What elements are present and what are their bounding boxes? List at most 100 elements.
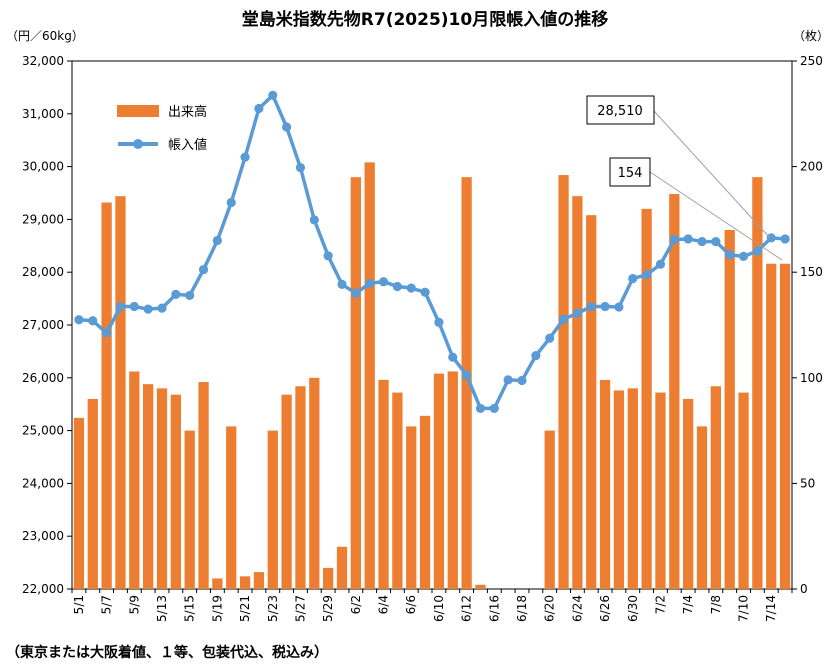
x-tick-label: 5/9 bbox=[127, 595, 141, 614]
volume-bar bbox=[239, 576, 251, 589]
right-tick-label: 250 bbox=[800, 54, 823, 68]
price-point bbox=[212, 235, 222, 246]
price-point bbox=[378, 277, 389, 287]
price-series-line bbox=[78, 93, 786, 411]
price-point bbox=[198, 264, 209, 275]
volume-bar bbox=[696, 426, 708, 589]
x-tick-label: 7/14 bbox=[764, 595, 778, 622]
callout-volume-text: 154 bbox=[618, 166, 643, 181]
legend-swatch-price-marker bbox=[133, 139, 143, 149]
left-tick-label: 26,000 bbox=[22, 371, 64, 385]
volume-bar bbox=[323, 567, 334, 589]
legend-swatch-volume bbox=[117, 105, 159, 117]
price-point bbox=[88, 316, 98, 326]
volume-bar bbox=[572, 196, 583, 590]
price-point bbox=[766, 233, 776, 243]
x-tick-label: 6/16 bbox=[487, 595, 501, 622]
volume-bar bbox=[267, 430, 278, 589]
volume-bar bbox=[641, 208, 652, 589]
volume-bar bbox=[115, 196, 126, 590]
legend-label-price: 帳入値 bbox=[168, 137, 207, 153]
left-axis-unit: （円／60kg） bbox=[6, 29, 84, 43]
x-tick-label: 6/24 bbox=[570, 595, 584, 622]
price-point bbox=[268, 90, 278, 100]
left-tick-label: 25,000 bbox=[22, 424, 64, 438]
volume-bar bbox=[281, 394, 292, 589]
chart-title: 堂島米指数先物R7(2025)10月限帳入値の推移 bbox=[242, 9, 608, 30]
legend-label-volume: 出来高 bbox=[168, 104, 207, 120]
price-point bbox=[531, 351, 541, 361]
volume-bar bbox=[392, 392, 403, 589]
volume-bar bbox=[461, 177, 472, 589]
x-tick-label: 5/13 bbox=[155, 595, 169, 622]
left-axis: 32,000 31,000 30,000 29,000 28,000 27,000 26,0… bbox=[22, 54, 72, 596]
x-tick-label: 6/4 bbox=[377, 595, 391, 614]
price-point bbox=[475, 403, 486, 414]
x-tick-label: 7/10 bbox=[737, 595, 751, 622]
price-point bbox=[462, 370, 472, 380]
price-point bbox=[683, 234, 693, 244]
price-point bbox=[337, 279, 347, 289]
volume-bar bbox=[73, 417, 85, 589]
price-point bbox=[240, 152, 250, 162]
price-point bbox=[309, 215, 319, 225]
volume-bar bbox=[253, 572, 265, 589]
volume-bar bbox=[710, 386, 721, 589]
x-tick-label: 5/15 bbox=[183, 595, 197, 622]
left-tick-label: 22,000 bbox=[22, 582, 64, 596]
price-point bbox=[489, 403, 499, 414]
volume-bar bbox=[724, 229, 735, 589]
volume-bar bbox=[544, 430, 555, 589]
volume-bar bbox=[613, 390, 625, 589]
price-point bbox=[711, 236, 721, 247]
x-tick-label: 6/18 bbox=[515, 595, 529, 622]
x-tick-label: 5/23 bbox=[266, 595, 280, 622]
callout-price-leader bbox=[653, 110, 771, 239]
price-point bbox=[572, 308, 582, 318]
x-tick-label: 6/6 bbox=[404, 595, 418, 614]
volume-bar bbox=[378, 379, 389, 589]
volume-bar bbox=[779, 263, 791, 589]
price-point bbox=[282, 122, 292, 132]
volume-bar bbox=[475, 584, 486, 589]
volume-bar bbox=[655, 392, 666, 589]
volume-bar bbox=[156, 388, 168, 589]
x-tick-label: 6/26 bbox=[598, 595, 612, 622]
price-point bbox=[323, 251, 333, 261]
right-tick-label: 200 bbox=[800, 160, 823, 174]
left-tick-label: 30,000 bbox=[22, 160, 64, 174]
price-point bbox=[351, 288, 361, 298]
volume-bar bbox=[87, 398, 98, 589]
price-point bbox=[738, 251, 749, 261]
right-tick-label: 50 bbox=[800, 476, 815, 490]
price-point bbox=[642, 270, 652, 280]
price-point bbox=[545, 333, 555, 343]
x-tick-label: 5/21 bbox=[238, 595, 252, 622]
left-tick-label: 31,000 bbox=[22, 107, 64, 121]
right-axis-unit: （枚） bbox=[793, 28, 829, 43]
x-tick-label: 7/4 bbox=[681, 595, 695, 614]
volume-bar bbox=[129, 371, 140, 589]
callout-volume: 154 bbox=[609, 157, 783, 261]
legend: 出来高 帳入値 bbox=[114, 93, 234, 159]
volume-bar bbox=[101, 202, 112, 589]
x-tick-label: 5/19 bbox=[210, 595, 224, 622]
volume-bar bbox=[336, 546, 348, 589]
price-point bbox=[254, 103, 264, 114]
price-point bbox=[171, 289, 181, 299]
volume-bar bbox=[295, 386, 306, 589]
price-point bbox=[725, 250, 735, 260]
price-line bbox=[74, 90, 790, 414]
price-point bbox=[295, 163, 306, 173]
callout-price-box bbox=[586, 95, 655, 125]
x-tick-label: 7/8 bbox=[709, 595, 723, 614]
x-tick-label: 6/30 bbox=[626, 595, 640, 622]
price-point bbox=[655, 259, 666, 269]
x-tick-label: 5/27 bbox=[293, 595, 307, 622]
price-point bbox=[102, 328, 112, 338]
price-point bbox=[392, 281, 402, 292]
x-tick-label: 5/7 bbox=[100, 595, 114, 614]
price-point bbox=[558, 314, 569, 324]
volume-bar bbox=[350, 177, 361, 589]
